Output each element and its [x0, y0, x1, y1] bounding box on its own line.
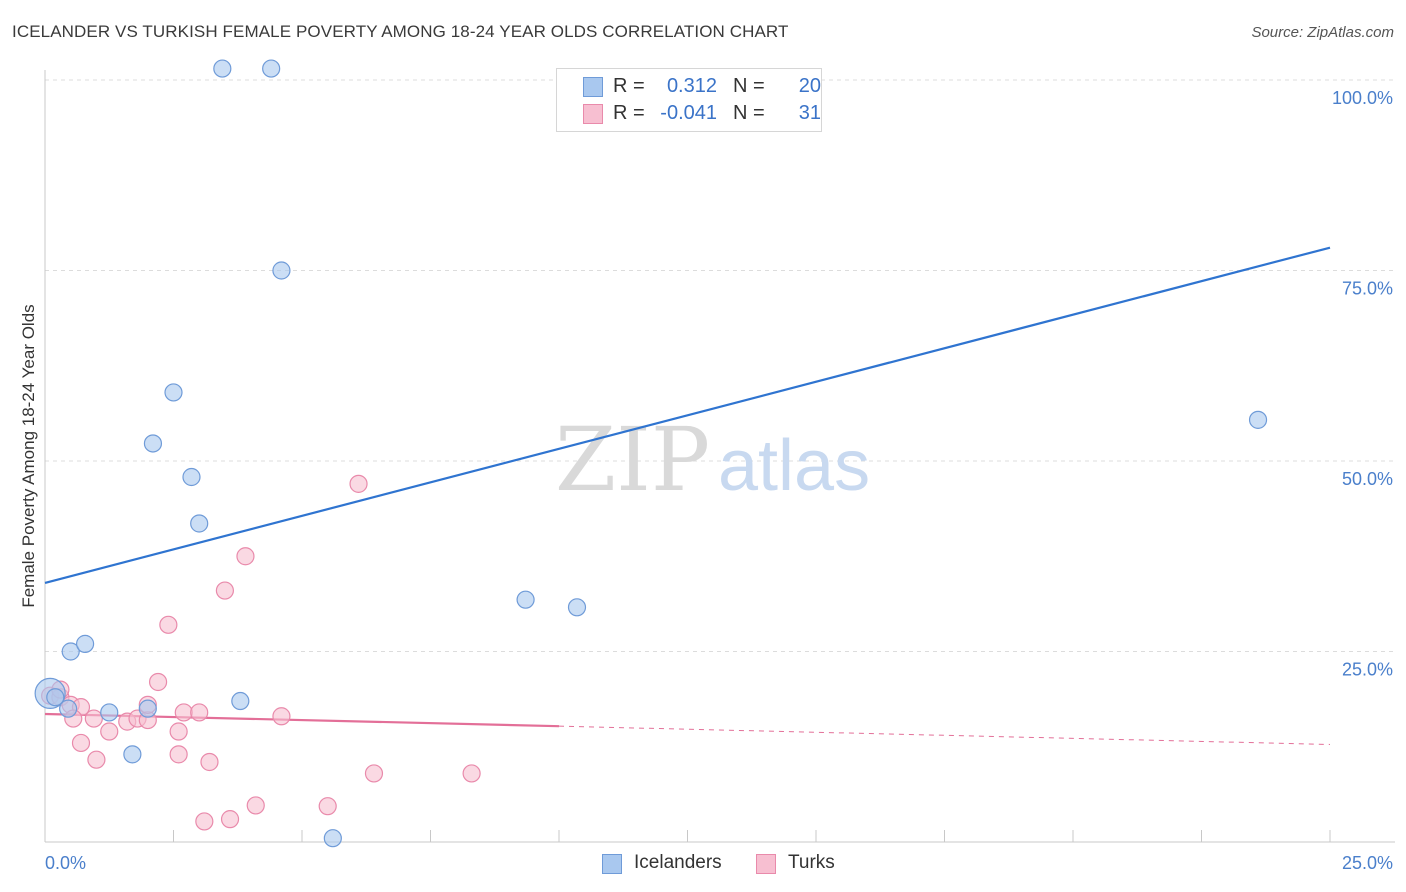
point-turks	[174, 703, 193, 722]
point-turks	[364, 764, 384, 783]
point-icelanders	[323, 829, 342, 848]
data-points	[34, 59, 1268, 848]
y-tick-label: 25.0%	[1342, 660, 1393, 680]
point-icelanders	[123, 745, 142, 764]
point-icelanders	[46, 688, 65, 707]
legend-swatch-blue	[583, 77, 603, 97]
point-turks	[200, 752, 219, 772]
y-tick-label: 50.0%	[1342, 469, 1393, 489]
point-turks	[159, 615, 178, 634]
point-icelanders	[1248, 410, 1268, 429]
point-turks	[195, 812, 214, 831]
y-tick-labels: 25.0% 50.0% 75.0% 100.0%	[1332, 88, 1393, 680]
legend-r-label: R =	[613, 102, 645, 124]
legend-r-value: -0.041	[660, 102, 717, 124]
y-tick-label: 75.0%	[1342, 279, 1393, 299]
chart-title: ICELANDER VS TURKISH FEMALE POVERTY AMON…	[12, 22, 789, 41]
point-icelanders	[75, 634, 95, 653]
legend-n-value: 20	[798, 75, 821, 97]
point-icelanders	[516, 590, 535, 609]
point-icelanders	[567, 598, 587, 617]
point-turks	[169, 745, 188, 764]
legend-r-value: 0.312	[666, 75, 717, 97]
axes	[44, 70, 1395, 843]
legend-label-turks: Turks	[788, 852, 835, 873]
legend-n-value: 31	[798, 102, 821, 124]
point-turks	[100, 722, 119, 741]
point-icelanders	[190, 514, 209, 533]
legend-r-label: R =	[613, 75, 645, 97]
stats-legend: R = 0.312 N = 20 R = -0.041 N = 31	[556, 68, 822, 132]
legend-n-label: N =	[733, 75, 765, 97]
x-tick-labels: 0.0% 25.0%	[45, 853, 1393, 873]
trend-line-icelanders	[44, 246, 1331, 584]
legend-swatch-icelanders	[602, 854, 622, 874]
point-turks	[462, 764, 481, 783]
point-icelanders	[61, 642, 80, 661]
point-icelanders	[262, 59, 281, 78]
point-turks	[215, 581, 234, 600]
grid-lines	[45, 79, 1395, 652]
point-icelanders	[100, 703, 119, 722]
point-turks	[87, 750, 106, 769]
watermark-zip: ZIP	[555, 408, 710, 511]
point-turks	[318, 797, 337, 816]
point-turks	[246, 796, 265, 815]
source-label: Source: ZipAtlas.com	[1251, 24, 1394, 41]
point-icelanders	[231, 691, 250, 711]
legend-label-icelanders: Icelanders	[634, 852, 722, 873]
point-turks	[169, 722, 188, 741]
point-icelanders	[143, 434, 163, 453]
point-turks	[71, 733, 91, 753]
x-tick-label: 25.0%	[1342, 853, 1393, 873]
point-turks	[272, 707, 291, 726]
legend-swatch-turks	[756, 854, 776, 874]
watermark-atlas: atlas	[718, 426, 870, 506]
point-turks	[190, 703, 209, 722]
point-icelanders	[138, 699, 157, 718]
point-turks	[84, 709, 103, 728]
point-icelanders	[272, 261, 291, 280]
point-turks	[349, 474, 368, 493]
legend-swatch-pink	[583, 104, 603, 124]
point-icelanders	[182, 467, 201, 487]
point-icelanders	[164, 383, 183, 402]
point-turks	[148, 672, 168, 692]
legend-n-label: N =	[733, 102, 765, 124]
point-turks	[236, 547, 255, 566]
x-tick-label: 0.0%	[45, 853, 86, 873]
point-turks	[220, 810, 240, 829]
y-axis-label: Female Poverty Among 18-24 Year Olds	[19, 304, 38, 607]
point-icelanders	[59, 699, 78, 718]
trend-line-extension-turks	[558, 725, 1331, 745]
point-icelanders	[213, 59, 232, 78]
series-legend: Icelanders Turks	[0, 852, 1406, 878]
y-tick-label: 100.0%	[1332, 88, 1393, 108]
